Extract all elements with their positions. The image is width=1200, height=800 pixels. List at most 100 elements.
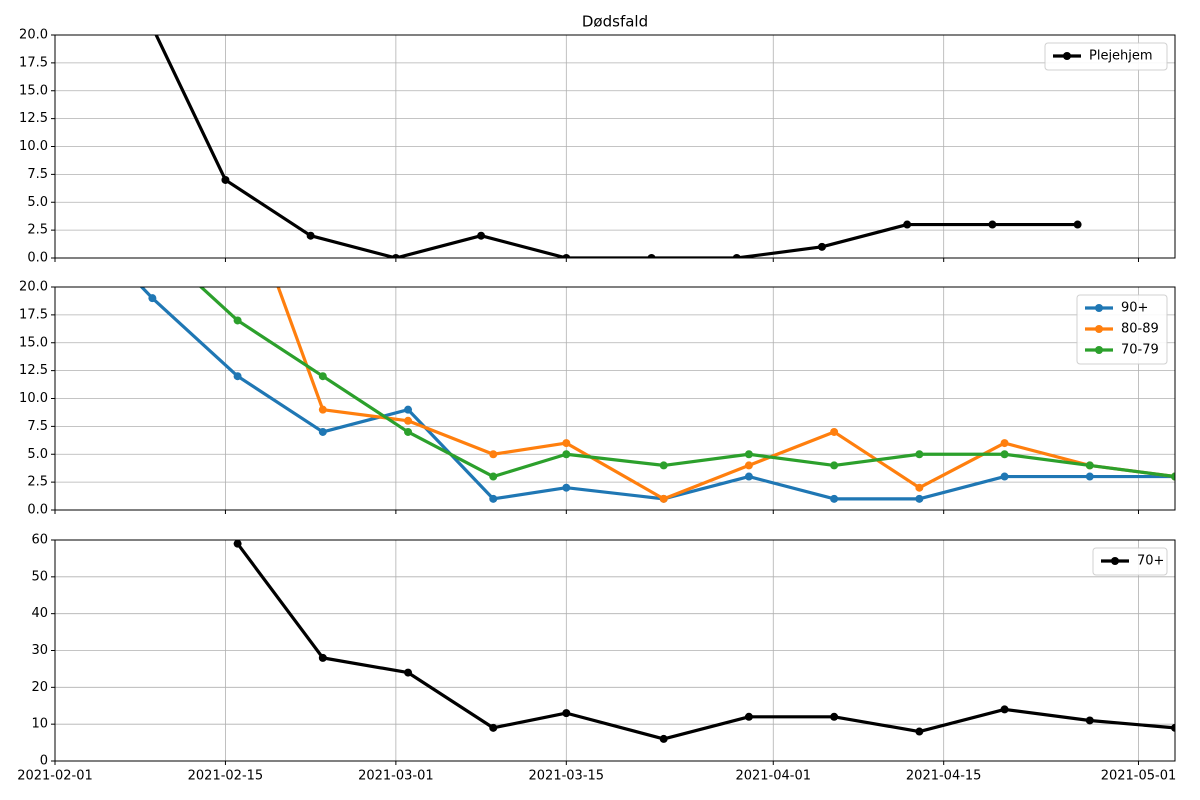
marker — [562, 709, 571, 718]
y-tick-label: 2.5 — [27, 223, 48, 238]
y-tick-label: 0 — [40, 754, 48, 769]
legend-label: Plejehjem — [1089, 49, 1153, 64]
marker — [562, 254, 571, 258]
marker — [988, 220, 997, 229]
marker — [659, 494, 668, 503]
marker — [234, 172, 242, 180]
marker — [489, 450, 498, 459]
marker — [915, 727, 924, 736]
marker — [404, 668, 413, 677]
marker — [233, 316, 242, 325]
y-tick-label: 10.0 — [19, 139, 48, 154]
marker — [233, 540, 242, 548]
frame — [54, 286, 1176, 511]
marker — [915, 483, 924, 492]
y-tick-label: 7.5 — [27, 419, 48, 434]
legend-box — [1044, 42, 1168, 71]
y-tick-label: 30 — [31, 643, 48, 658]
marker — [732, 254, 741, 258]
marker — [1073, 220, 1082, 229]
x-tick-label: 2021-03-01 — [358, 769, 434, 784]
y-tick-label: 50 — [31, 569, 48, 584]
plot-area — [233, 540, 1175, 743]
marker — [318, 427, 327, 436]
line — [276, 287, 1175, 501]
y-tick-label: 40 — [31, 606, 48, 621]
marker — [659, 734, 668, 743]
legend-label: 90+ — [1121, 301, 1148, 316]
y-tick-label: 2.5 — [27, 475, 48, 490]
marker — [489, 494, 498, 503]
y-tick-label: 60 — [31, 533, 48, 548]
marker — [562, 439, 571, 448]
marker — [915, 450, 924, 459]
line — [154, 35, 1078, 258]
plot-area — [154, 35, 1082, 258]
marker — [1171, 723, 1175, 732]
marker — [233, 372, 242, 381]
marker — [1000, 705, 1009, 714]
y-tick-label: 20.0 — [19, 280, 48, 295]
line — [236, 542, 1175, 741]
marker — [744, 472, 753, 481]
y-tick-label: 20 — [31, 680, 48, 695]
y-tick-label: 10 — [31, 717, 48, 732]
marker — [744, 450, 753, 459]
x-tick-label: 2021-03-15 — [529, 769, 605, 784]
y-tick-label: 12.5 — [19, 111, 48, 126]
frame — [54, 539, 1176, 762]
legend-marker — [1111, 557, 1119, 565]
marker — [404, 427, 413, 436]
marker — [817, 242, 826, 251]
marker — [562, 450, 571, 459]
x-tick-label: 2021-04-01 — [735, 769, 811, 784]
marker — [1000, 450, 1009, 459]
marker — [1000, 439, 1009, 448]
y-tick-label: 17.5 — [19, 307, 48, 322]
y-tick-label: 20.0 — [19, 28, 48, 43]
legend-label: 80-89 — [1121, 322, 1159, 337]
marker — [318, 405, 327, 414]
legend-marker — [1095, 346, 1103, 354]
marker — [477, 231, 486, 240]
marker — [1085, 461, 1094, 470]
marker — [830, 427, 839, 436]
marker — [221, 175, 230, 184]
marker — [148, 238, 156, 246]
marker — [404, 405, 413, 414]
legend-label: 70-79 — [1121, 343, 1159, 358]
chart-title: Dødsfald — [582, 13, 648, 31]
marker — [562, 483, 571, 492]
marker — [1085, 716, 1094, 725]
marker — [404, 416, 413, 425]
plot-area — [139, 172, 1175, 503]
marker — [489, 723, 498, 732]
y-tick-label: 7.5 — [27, 167, 48, 182]
marker — [830, 494, 839, 503]
x-tick-label: 2021-02-01 — [17, 769, 93, 784]
marker — [1171, 472, 1175, 481]
line — [139, 287, 1175, 501]
frame — [54, 34, 1176, 259]
marker — [744, 461, 753, 470]
legend-marker — [1063, 52, 1071, 60]
y-tick-label: 15.0 — [19, 83, 48, 98]
marker — [1000, 472, 1009, 481]
y-tick-label: 5.0 — [27, 447, 48, 462]
y-tick-label: 0.0 — [27, 503, 48, 518]
marker — [830, 712, 839, 721]
y-tick-label: 5.0 — [27, 195, 48, 210]
legend-marker — [1095, 325, 1103, 333]
legend-box — [1092, 547, 1168, 576]
marker — [489, 472, 498, 481]
marker — [659, 461, 668, 470]
marker — [915, 494, 924, 503]
x-tick-label: 2021-04-15 — [906, 769, 982, 784]
marker — [1085, 472, 1094, 481]
marker — [318, 653, 327, 662]
marker — [306, 231, 315, 240]
marker — [647, 254, 656, 258]
marker — [903, 220, 912, 229]
x-tick-label: 2021-02-15 — [188, 769, 264, 784]
